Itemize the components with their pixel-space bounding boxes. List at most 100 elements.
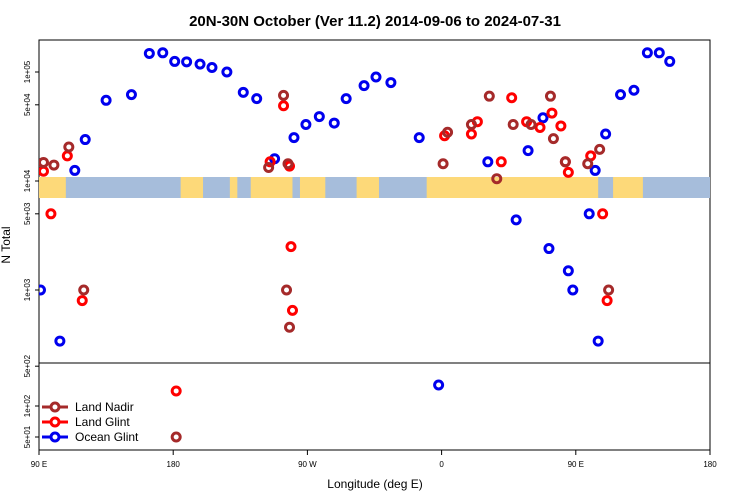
land-nadir-point	[63, 141, 75, 153]
land-glint-point	[76, 295, 88, 307]
land-glint-point	[562, 166, 574, 178]
land-nadir-point	[284, 321, 296, 333]
land-glint-point	[506, 92, 518, 104]
ocean-glint-point	[251, 93, 263, 105]
land-nadir-point	[603, 284, 615, 296]
land-glint-point	[286, 304, 298, 316]
land-glint-point	[465, 128, 477, 140]
map-land-block	[180, 177, 204, 198]
land-nadir-point	[170, 431, 182, 443]
y-tick-label: 1e+05	[23, 60, 32, 83]
y-tick-label: 5e+03	[23, 202, 32, 225]
ocean-glint-point	[143, 47, 155, 59]
map-land-block	[613, 177, 643, 198]
world-map-strip	[39, 177, 710, 198]
land-glint-point	[39, 165, 49, 177]
legend-label: Land Glint	[75, 415, 130, 429]
y-tick-label: 1e+04	[23, 169, 32, 192]
land-glint-point	[555, 120, 567, 132]
ocean-glint-point	[169, 55, 181, 67]
ocean-glint-point	[300, 118, 312, 130]
land-nadir-point	[525, 118, 537, 130]
ocean-glint-point	[157, 47, 169, 59]
land-glint-point	[546, 107, 558, 119]
ocean-glint-point	[413, 132, 425, 144]
land-nadir-point	[544, 90, 556, 102]
land-glint-point	[495, 156, 507, 168]
x-tick-label: 90 W	[298, 460, 317, 469]
ocean-glint-point	[537, 112, 549, 124]
ocean-glint-point	[592, 335, 604, 347]
land-nadir-point	[559, 156, 571, 168]
map-land-block	[229, 177, 238, 198]
ocean-glint-point	[39, 284, 46, 296]
x-axis-label: Longitude (deg E)	[327, 477, 422, 491]
land-glint-point	[61, 150, 73, 162]
y-tick-label: 5e+01	[23, 425, 32, 448]
ocean-glint-point	[385, 77, 397, 89]
ocean-glint-point	[370, 71, 382, 83]
land-glint-point	[601, 295, 613, 307]
ocean-glint-point	[567, 284, 579, 296]
upper-plot-frame	[38, 39, 711, 364]
land-glint-point	[264, 156, 276, 168]
land-nadir-point	[465, 118, 477, 130]
land-glint-point	[534, 121, 546, 133]
ocean-glint-point	[288, 132, 300, 144]
ocean-glint-point	[181, 56, 193, 68]
x-tick-label: 90 E	[31, 460, 47, 469]
ocean-glint-point	[628, 84, 640, 96]
land-nadir-point	[483, 90, 495, 102]
map-land-block	[250, 177, 293, 198]
land-nadir-point	[78, 284, 90, 296]
land-nadir-point	[442, 126, 454, 138]
ocean-glint-point	[510, 214, 522, 226]
ocean-glint-point	[543, 243, 555, 255]
ocean-glint-point	[482, 156, 494, 168]
ocean-glint-point	[583, 208, 595, 220]
ocean-glint-point	[206, 61, 218, 73]
ocean-glint-point	[125, 89, 137, 101]
ocean-glint-point	[522, 145, 534, 157]
ocean-glint-point	[615, 89, 627, 101]
x-axis-ticks: 90 E 180 90 W 0 90 E 180	[31, 450, 717, 469]
map-land-block	[39, 177, 66, 198]
ocean-glint-point	[328, 117, 340, 129]
ocean-glint-point	[79, 134, 91, 146]
land-nadir-point	[39, 156, 49, 168]
y-tick-label: 1e+03	[23, 278, 32, 301]
land-glint-point	[45, 208, 57, 220]
legend-label: Land Nadir	[75, 400, 134, 414]
ocean-glint-point	[664, 55, 676, 67]
y-tick-label: 5e+04	[23, 93, 32, 116]
land-nadir-point	[278, 89, 290, 101]
y-axis-ticks: 5e+02 1e+03 5e+03 1e+04 5e+04 1e+05 5e+01 1e+02	[23, 60, 39, 448]
lower-plot-frame	[38, 362, 711, 451]
land-glint-point	[597, 208, 609, 220]
land-glint-point	[285, 241, 297, 253]
land-nadir-point	[437, 158, 449, 170]
land-nadir-point	[547, 133, 559, 145]
ocean-glint-point	[641, 47, 653, 59]
chart-title: 20N-30N October (Ver 11.2) 2014-09-06 to…	[189, 13, 561, 30]
map-land-block	[426, 177, 599, 198]
ocean-glint-point	[340, 93, 352, 105]
ocean-glint-point	[562, 265, 574, 277]
data-points	[39, 47, 676, 443]
x-tick-label: 0	[439, 460, 444, 469]
land-nadir-point	[594, 143, 606, 155]
ocean-glint-point	[653, 47, 665, 59]
ocean-glint-point	[194, 58, 206, 70]
ocean-glint-point	[221, 66, 233, 78]
land-glint-point	[278, 100, 290, 112]
x-tick-label: 180	[167, 460, 181, 469]
x-tick-label: 90 E	[568, 460, 584, 469]
ocean-glint-point	[237, 86, 249, 98]
legend-marker	[49, 401, 61, 413]
land-nadir-point	[281, 284, 293, 296]
map-land-block	[299, 177, 326, 198]
land-glint-point	[170, 385, 182, 397]
land-nadir-point	[582, 158, 594, 170]
